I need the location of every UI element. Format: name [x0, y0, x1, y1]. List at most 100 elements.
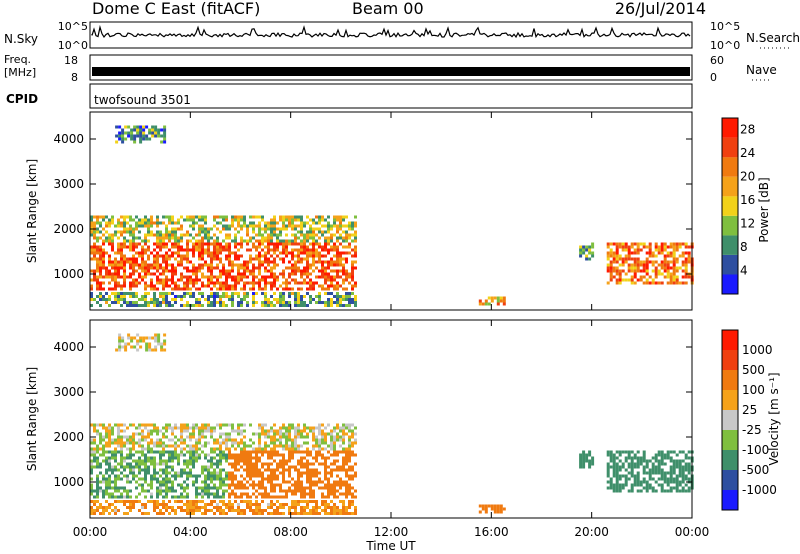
heatmap-cell: [258, 459, 261, 463]
heatmap-cell: [306, 450, 309, 454]
heatmap-cell: [336, 465, 339, 469]
heatmap-cell: [291, 423, 294, 427]
heatmap-cell: [300, 474, 303, 478]
heatmap-cell: [291, 456, 294, 460]
heatmap-cell: [108, 257, 111, 261]
heatmap-cell: [135, 462, 138, 466]
heatmap-cell: [327, 284, 330, 288]
heatmap-cell: [276, 495, 279, 499]
heatmap-cell: [201, 435, 204, 439]
heatmap-cell: [129, 275, 132, 279]
heatmap-cell: [291, 254, 294, 258]
heatmap-cell: [157, 131, 161, 135]
heatmap-cell: [195, 269, 198, 273]
heatmap-cell: [144, 295, 147, 298]
heatmap-cell: [127, 125, 131, 129]
heatmap-cell: [201, 512, 204, 515]
heatmap-cell: [144, 218, 147, 222]
heatmap-cell: [222, 224, 225, 228]
freq-tick-bottom: 8: [71, 71, 78, 84]
heatmap-cell: [171, 251, 174, 255]
heatmap-cell: [318, 218, 321, 222]
heatmap-cell: [157, 333, 161, 337]
heatmap-cell: [207, 492, 210, 496]
heatmap-cell: [339, 260, 342, 264]
heatmap-cell: [582, 462, 586, 466]
heatmap-cell: [279, 298, 282, 301]
heatmap-cell: [105, 492, 108, 496]
heatmap-cell: [162, 242, 165, 246]
heatmap-cell: [249, 287, 252, 291]
heatmap-cell: [333, 269, 336, 273]
heatmap-cell: [684, 462, 688, 466]
heatmap-cell: [117, 426, 120, 430]
heatmap-cell: [207, 233, 210, 237]
heatmap-cell: [354, 251, 357, 255]
heatmap-cell: [615, 257, 619, 261]
heatmap-cell: [276, 248, 279, 252]
heatmap-cell: [249, 474, 252, 478]
heatmap-cell: [138, 251, 141, 255]
heatmap-cell: [132, 263, 135, 267]
heatmap-cell: [324, 236, 327, 240]
heatmap-cell: [243, 218, 246, 222]
heatmap-cell: [273, 471, 276, 475]
heatmap-cell: [615, 450, 619, 454]
heatmap-cell: [582, 245, 586, 249]
heatmap-cell: [99, 503, 102, 506]
heatmap-cell: [297, 447, 300, 451]
heatmap-cell: [237, 218, 240, 222]
heatmap-cell: [90, 512, 93, 515]
heatmap-cell: [261, 304, 264, 307]
heatmap-cell: [240, 512, 243, 515]
heatmap-cell: [195, 474, 198, 478]
heatmap-cell: [487, 302, 491, 306]
heatmap-cell: [171, 304, 174, 307]
heatmap-cell: [150, 486, 153, 490]
heatmap-cell: [156, 224, 159, 228]
heatmap-cell: [126, 230, 129, 234]
heatmap-cell: [99, 441, 102, 445]
heatmap-cell: [285, 503, 288, 506]
heatmap-cell: [633, 269, 637, 273]
heatmap-cell: [132, 236, 135, 240]
heatmap-cell: [657, 459, 661, 463]
heatmap-cell: [160, 348, 164, 352]
heatmap-cell: [222, 480, 225, 484]
colorbar-tick-label: -1000: [742, 483, 777, 497]
heatmap-cell: [151, 131, 155, 135]
heatmap-cell: [490, 296, 494, 300]
heatmap-cell: [579, 453, 583, 457]
heatmap-cell: [264, 304, 267, 307]
heatmap-cell: [627, 269, 631, 273]
heatmap-cell: [192, 281, 195, 285]
heatmap-cell: [261, 474, 264, 478]
y-tick-label: 1000: [53, 267, 84, 281]
heatmap-cell: [615, 480, 619, 484]
heatmap-cell: [336, 301, 339, 304]
heatmap-cell: [216, 509, 219, 512]
heatmap-cell: [294, 281, 297, 285]
heatmap-cell: [180, 263, 183, 267]
heatmap-cell: [228, 275, 231, 279]
heatmap-cell: [139, 140, 143, 144]
heatmap-cell: [225, 438, 228, 442]
heatmap-cell: [168, 269, 171, 273]
heatmap-cell: [342, 245, 345, 249]
heatmap-cell: [105, 509, 108, 512]
heatmap-cell: [342, 509, 345, 512]
heatmap-cell: [582, 456, 586, 460]
heatmap-cell: [267, 432, 270, 436]
heatmap-cell: [312, 432, 315, 436]
heatmap-cell: [249, 456, 252, 460]
heatmap-cell: [297, 423, 300, 427]
heatmap-cell: [174, 456, 177, 460]
heatmap-cell: [201, 275, 204, 279]
heatmap-cell: [312, 456, 315, 460]
heatmap-cell: [120, 486, 123, 490]
heatmap-cell: [108, 287, 111, 291]
heatmap-cell: [132, 453, 135, 457]
heatmap-cell: [231, 465, 234, 469]
heatmap-cell: [249, 506, 252, 509]
heatmap-cell: [147, 483, 150, 487]
